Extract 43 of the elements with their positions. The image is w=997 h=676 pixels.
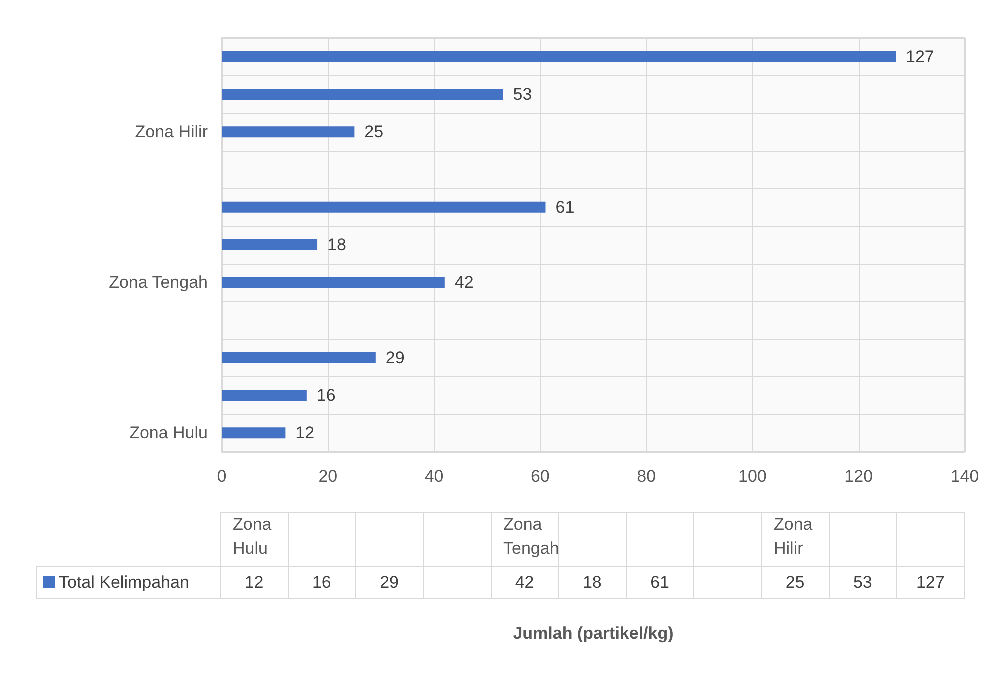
data-label: 29 <box>386 348 405 368</box>
data-label: 53 <box>829 566 897 598</box>
category-label: Zona Hilir <box>762 512 830 566</box>
x-tick-label: 40 <box>424 467 444 486</box>
data-label: 61 <box>556 198 575 217</box>
x-tick-label: 140 <box>950 467 980 486</box>
x-tick-label: 20 <box>318 467 338 486</box>
data-label: 42 <box>491 566 559 598</box>
text: Jumlah (partikel/kg) <box>512 624 675 644</box>
bar <box>222 126 355 138</box>
data-label: 127 <box>906 47 934 66</box>
x-tick-label: 80 <box>637 467 656 486</box>
data-label: 25 <box>762 566 830 598</box>
x-tick-label: 100 <box>738 467 767 486</box>
bar <box>222 88 504 100</box>
data-label: 42 <box>454 273 474 292</box>
data-label: 25 <box>364 122 384 142</box>
category-label: Zona Tengah <box>491 512 560 566</box>
legend-label: Total Kelimpahan <box>36 566 220 598</box>
y-tick-label: Zona Hulu <box>130 424 208 443</box>
data-label: 12 <box>220 566 288 598</box>
bar <box>222 51 896 62</box>
data-label: 127 <box>896 566 964 598</box>
y-tick-label: Zona Hilir <box>135 122 208 142</box>
data-label: 12 <box>296 424 315 443</box>
data-label: 16 <box>316 386 336 406</box>
data-label: 18 <box>558 566 626 598</box>
category-label: Zona Hulu <box>220 512 288 566</box>
y-tick-label: Zona Tengah <box>109 273 208 292</box>
data-label: 18 <box>328 236 346 254</box>
x-tick-label: 0 <box>217 467 227 486</box>
bar <box>222 390 307 402</box>
data-label: 29 <box>356 566 424 598</box>
bar <box>222 240 318 250</box>
bar <box>222 428 286 439</box>
x-tick-label: 120 <box>844 467 874 486</box>
data-label: 16 <box>288 566 356 598</box>
bar <box>222 277 445 288</box>
bar <box>222 202 546 213</box>
x-tick-label: 60 <box>530 467 550 486</box>
data-label: 61 <box>626 566 694 598</box>
data-label: 53 <box>513 84 532 104</box>
bar <box>222 352 376 364</box>
